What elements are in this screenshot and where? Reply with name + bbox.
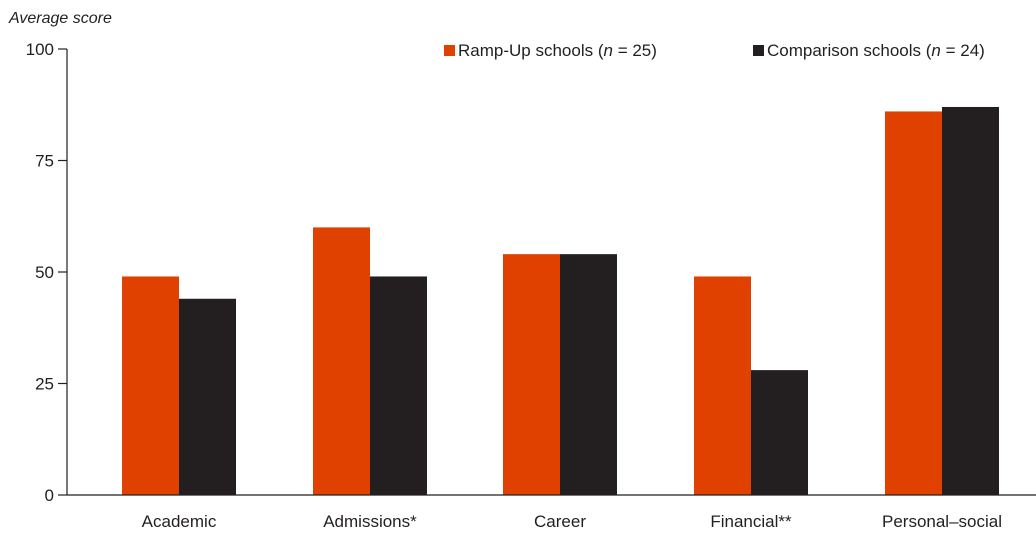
y-tick-label: 75 [35,152,54,171]
x-tick-label: Career [534,512,586,531]
bars [122,106,999,495]
x-tick-label: Academic [142,512,217,531]
bar-series-1-personal-social [942,106,999,495]
x-tick-label: Financial** [710,512,792,531]
legend-label-0: Ramp-Up schools (n = 25) [458,41,657,60]
bar-series-0-admissions [313,227,370,495]
y-axis-label: Average score [8,10,112,27]
y-tick-label: 0 [45,486,54,505]
bar-series-0-career [503,254,560,495]
y-tick-label: 25 [35,375,54,394]
legend: Ramp-Up schools (n = 25) Comparison schoo… [444,41,985,60]
legend-swatch-0 [444,45,455,56]
y-axis-ticks: 0 25 50 75 100 [26,40,67,505]
bar-series-0-financial [694,276,751,495]
x-tick-label: Admissions* [323,512,417,531]
legend-label-1: Comparison schools (n = 24) [767,41,985,60]
bar-series-1-financial [751,370,808,495]
x-axis-ticks: Academic Admissions* Career Financial** Pers… [142,512,1002,531]
bar-series-0-academic [122,276,179,495]
bar-series-1-admissions [370,276,427,495]
y-tick-label: 50 [35,263,54,282]
x-tick-label: Personal–social [882,512,1002,531]
y-tick-label: 100 [26,40,54,59]
bar-series-0-personal-social [885,111,942,495]
bar-series-1-academic [179,298,236,495]
legend-swatch-1 [753,45,764,56]
bar-series-1-career [560,254,617,495]
